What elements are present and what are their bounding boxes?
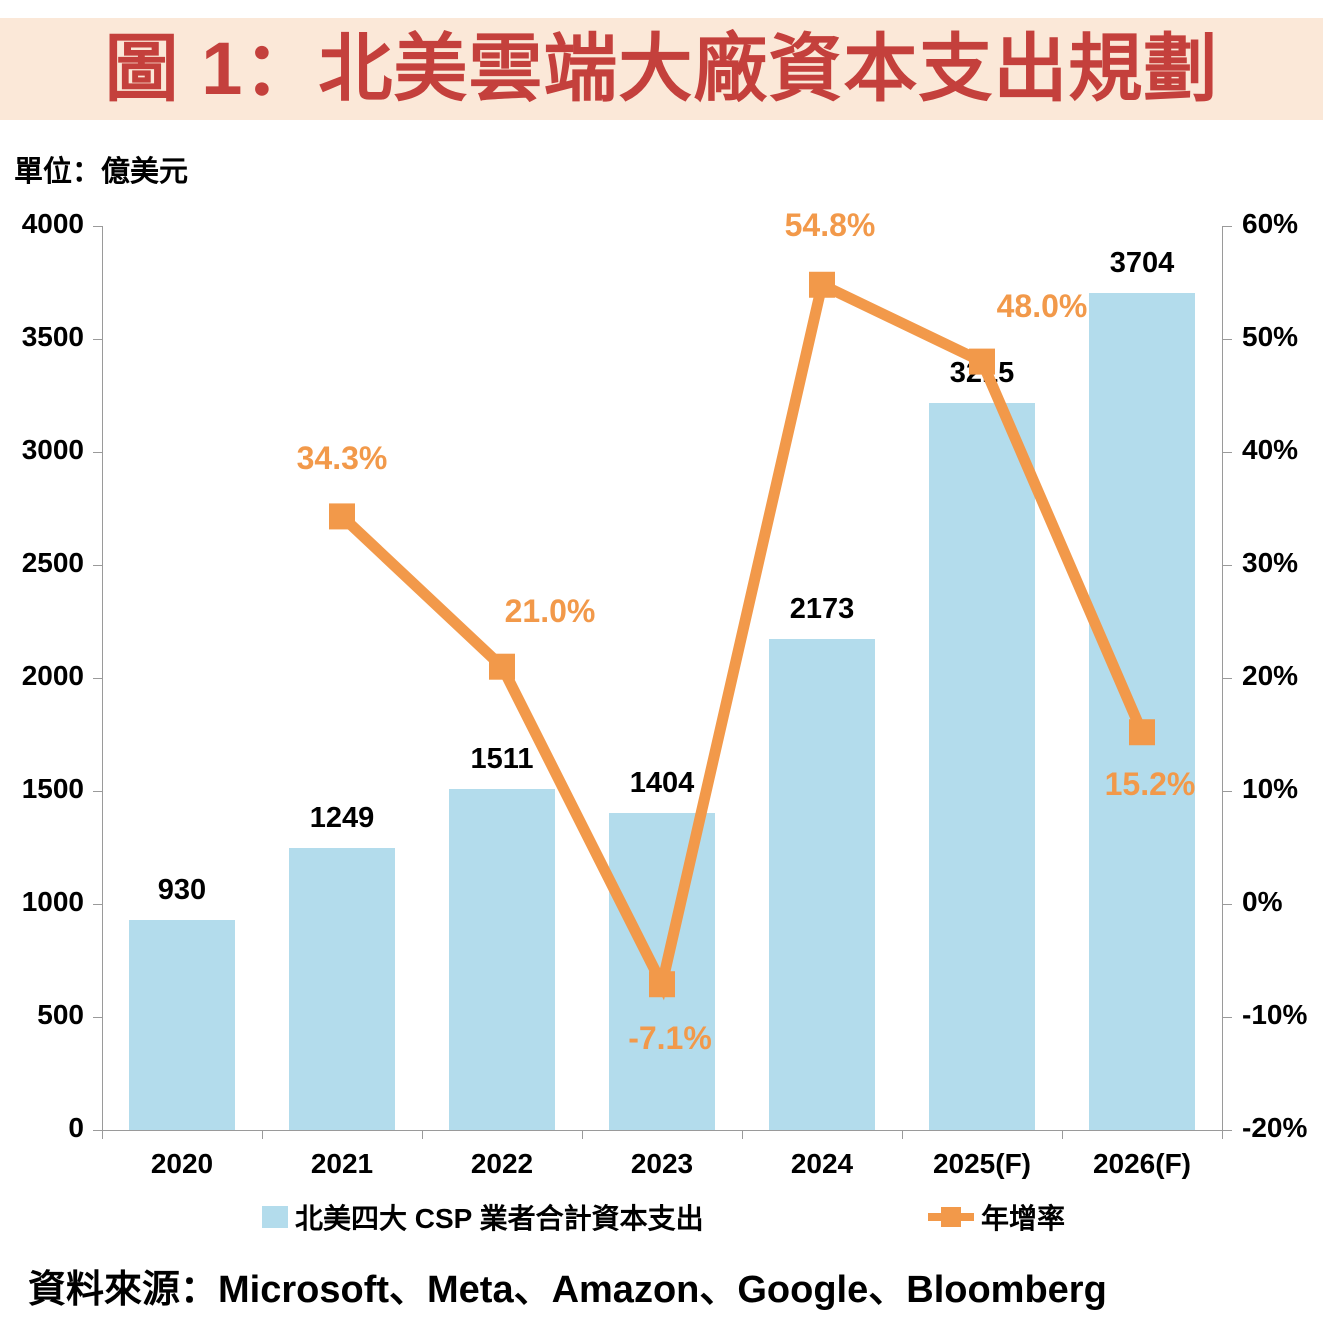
- x-axis-tick: [1222, 1130, 1223, 1139]
- x-axis-tick: [102, 1130, 103, 1139]
- y-axis-left-tick-label: 3500: [21, 321, 84, 352]
- chart-legend: 北美四大 CSP 業者合計資本支出 年增率: [0, 1197, 1323, 1241]
- bar-value-label: 3215: [949, 357, 1015, 390]
- x-axis-label-2020: 2020: [150, 1148, 214, 1179]
- bar-value-label: 1511: [470, 742, 534, 775]
- y-axis-left-tick: [93, 678, 102, 679]
- growth-rate-label-2021: 34.3%: [296, 440, 388, 477]
- y-axis-right-tick: [1223, 1017, 1232, 1018]
- y-axis-left-tick-label: 3000: [21, 434, 84, 465]
- y-axis-left-tick: [93, 791, 102, 792]
- x-axis-label-2025F: 2025(F): [932, 1148, 1032, 1179]
- x-axis-label-2023: 2023: [630, 1148, 694, 1179]
- y-axis-left-tick: [93, 1017, 102, 1018]
- y-axis-left-tick-label: 4000: [21, 208, 84, 239]
- legend-item-capex[interactable]: 北美四大 CSP 業者合計資本支出: [262, 1197, 704, 1237]
- bar-2023[interactable]: [609, 812, 715, 1130]
- y-axis-right-tick-label: 20%: [1242, 660, 1299, 691]
- y-axis-left-tick: [93, 226, 102, 227]
- line-marker[interactable]: [809, 271, 835, 298]
- legend-line-swatch-icon: [928, 1207, 974, 1227]
- y-axis-left-tick: [93, 1130, 102, 1131]
- y-axis-right-tick-label: 40%: [1242, 434, 1299, 465]
- legend-item-growth-rate-label: 年增率: [981, 1203, 1066, 1234]
- y-axis-left-tick: [93, 565, 102, 566]
- y-axis-right-tick: [1223, 226, 1232, 227]
- growth-rate-label-2025F: 48.0%: [996, 287, 1088, 324]
- growth-rate-label-2024: 54.8%: [784, 206, 876, 243]
- y-axis-left-line: [102, 226, 103, 1131]
- x-axis-tick: [902, 1130, 903, 1139]
- y-axis-right-tick-label: -20%: [1242, 1112, 1308, 1143]
- x-axis-line: [102, 1130, 1223, 1131]
- y-axis-left-tick-label: 2000: [21, 660, 84, 691]
- y-axis-right-tick-label: 50%: [1242, 321, 1299, 352]
- x-axis-label-2024: 2024: [790, 1148, 854, 1179]
- bar-value-label: 3704: [1109, 246, 1175, 279]
- x-axis-tick: [742, 1130, 743, 1139]
- legend-item-growth-rate[interactable]: 年增率: [928, 1197, 1065, 1237]
- y-axis-right-line: [1222, 226, 1223, 1131]
- x-axis-tick: [422, 1130, 423, 1139]
- y-axis-left-tick-label: 0: [68, 1112, 84, 1143]
- bar-value-label: 930: [157, 873, 207, 906]
- y-axis-right-tick-label: 30%: [1242, 547, 1299, 578]
- growth-rate-label-2023: -7.1%: [628, 1020, 712, 1057]
- bar-2022[interactable]: [449, 788, 555, 1130]
- y-axis-right-tick: [1223, 1130, 1232, 1131]
- bar-value-label: 1404: [629, 766, 695, 799]
- bar-2021[interactable]: [289, 847, 395, 1130]
- bar-2026F[interactable]: [1089, 292, 1195, 1130]
- y-axis-right-tick-label: 10%: [1242, 773, 1299, 804]
- legend-item-capex-label: 北美四大 CSP 業者合計資本支出: [295, 1203, 704, 1234]
- source-note: 資料來源：Microsoft、Meta、Amazon、Google、Bloomb…: [28, 1269, 1107, 1311]
- line-marker[interactable]: [489, 653, 515, 680]
- title-banner: [0, 18, 1323, 120]
- y-axis-left-tick-label: 1000: [21, 886, 84, 917]
- x-axis-label-2026F: 2026(F): [1092, 1148, 1192, 1179]
- bar-value-label: 2173: [789, 592, 855, 625]
- growth-rate-label-2022: 21.0%: [504, 592, 596, 629]
- x-axis-tick: [262, 1130, 263, 1139]
- growth-rate-label-2026F: 15.2%: [1104, 766, 1196, 803]
- x-axis-label-2022: 2022: [470, 1148, 534, 1179]
- y-axis-left-tick-label: 500: [37, 999, 84, 1030]
- y-axis-left-tick: [93, 904, 102, 905]
- y-axis-right-tick: [1223, 339, 1232, 340]
- y-axis-right-tick: [1223, 565, 1232, 566]
- y-axis-right-tick-label: 60%: [1242, 208, 1299, 239]
- y-axis-left-tick-label: 1500: [21, 773, 84, 804]
- bar-2024[interactable]: [769, 638, 875, 1130]
- page-title: 圖 1：北美雲端大廠資本支出規劃: [104, 27, 1219, 110]
- bar-2020[interactable]: [129, 919, 235, 1130]
- y-axis-right-tick: [1223, 904, 1232, 905]
- bar-2025F[interactable]: [929, 403, 1035, 1130]
- y-axis-right-tick-label: -10%: [1242, 999, 1308, 1030]
- x-axis-tick: [1062, 1130, 1063, 1139]
- y-axis-right-tick: [1223, 791, 1232, 792]
- legend-bar-swatch-icon: [262, 1206, 288, 1228]
- y-axis-left-tick: [93, 339, 102, 340]
- y-axis-left-tick-label: 2500: [21, 547, 84, 578]
- bar-value-label: 1249: [309, 801, 375, 834]
- y-axis-left-tick: [93, 452, 102, 453]
- y-axis-right-tick-label: 0%: [1242, 886, 1283, 917]
- x-axis-label-2021: 2021: [310, 1148, 374, 1179]
- unit-label: 單位：億美元: [14, 156, 189, 188]
- y-axis-right-tick: [1223, 452, 1232, 453]
- y-axis-right-tick: [1223, 678, 1232, 679]
- line-marker[interactable]: [329, 503, 355, 530]
- x-axis-tick: [582, 1130, 583, 1139]
